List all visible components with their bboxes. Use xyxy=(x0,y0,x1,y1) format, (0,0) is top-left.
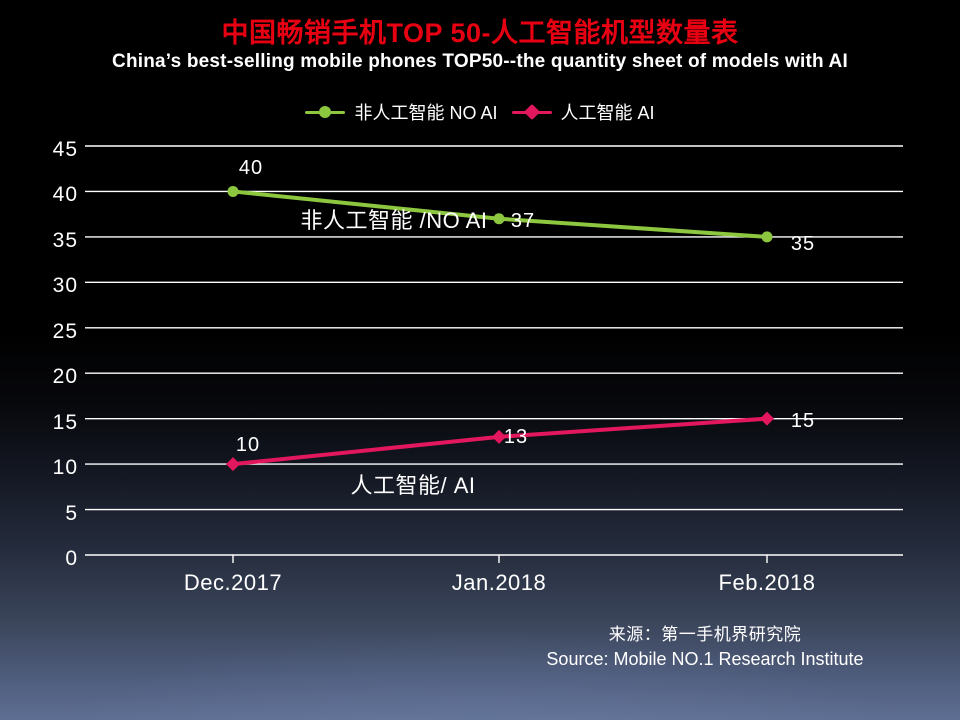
series-inline-label-0: 非人工智能 /NO AI xyxy=(300,208,488,233)
chart-title: 中国畅销手机TOP 50-人工智能机型数量表 xyxy=(221,18,739,48)
source-line-en: Source: Mobile NO.1 Research Institute xyxy=(546,649,864,669)
y-axis-label-35: 35 xyxy=(52,228,78,252)
data-point-1-2 xyxy=(760,411,774,426)
y-axis-label-40: 40 xyxy=(52,183,78,207)
chart-subtitle: China’s best-selling mobile phones TOP50… xyxy=(112,51,848,72)
y-axis-label-0: 0 xyxy=(65,547,78,570)
source-line-cn: 来源：第一手机界研究院 xyxy=(608,625,802,644)
data-point-0-1 xyxy=(493,213,505,225)
legend-item-no-ai: 非人工智能 NO AI xyxy=(305,99,498,125)
legend-label-ai: 人工智能 AI xyxy=(560,103,655,123)
data-label-1-1: 13 xyxy=(503,425,529,448)
y-axis-label-20: 20 xyxy=(52,365,78,389)
y-axis-label-15: 15 xyxy=(52,410,78,434)
data-point-1-1 xyxy=(492,429,506,444)
legend-label-no-ai: 非人工智能 NO AI xyxy=(354,103,498,123)
source-credit: 来源：第一手机界研究院 Source: Mobile NO.1 Research… xyxy=(470,622,940,672)
x-axis-label-2: Feb.2018 xyxy=(718,570,816,595)
data-label-0-0: 40 xyxy=(238,157,264,180)
legend-item-ai: 人工智能 AI xyxy=(511,99,655,125)
y-axis-label-5: 5 xyxy=(65,501,78,525)
data-point-1-0 xyxy=(226,457,240,472)
x-axis-label-0: Dec.2017 xyxy=(183,570,283,595)
y-axis-label-45: 45 xyxy=(52,138,78,161)
chart-legend: 非人工智能 NO AI 人工智能 AI xyxy=(0,99,960,125)
x-axis-label-1: Jan.2018 xyxy=(451,570,547,595)
y-axis-label-10: 10 xyxy=(52,456,78,480)
line-circle-marker-icon xyxy=(305,104,346,120)
line-diamond-marker-icon xyxy=(511,103,552,121)
data-point-0-0 xyxy=(227,185,239,197)
data-label-0-1: 37 xyxy=(510,209,536,232)
data-label-0-2: 35 xyxy=(790,232,816,255)
y-axis-label-30: 30 xyxy=(52,274,78,298)
data-label-1-2: 15 xyxy=(790,409,816,432)
data-label-1-0: 10 xyxy=(235,434,261,457)
data-point-0-2 xyxy=(761,231,773,243)
chart-header: 中国畅销手机TOP 50-人工智能机型数量表 China’s best-sell… xyxy=(0,0,960,74)
series-inline-label-1: 人工智能/ AI xyxy=(350,473,476,498)
y-axis-label-25: 25 xyxy=(52,319,78,343)
